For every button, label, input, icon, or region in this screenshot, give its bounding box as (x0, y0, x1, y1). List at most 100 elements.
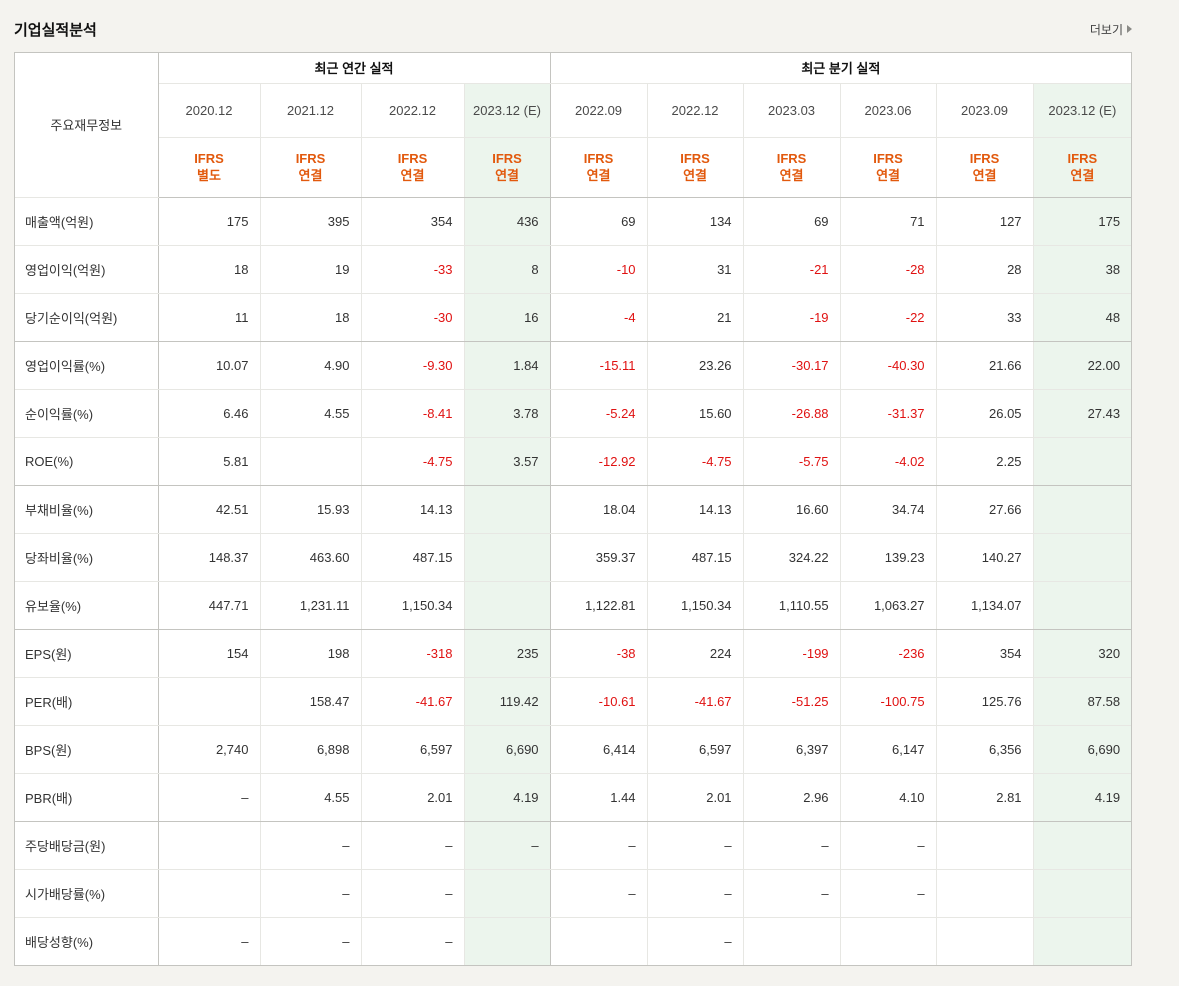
period-header: 2021.12 (259, 82, 362, 138)
table-cell: -30 (360, 292, 465, 342)
ifrs-header: IFRS 연결 (1032, 136, 1132, 198)
row-label: 유보율(%) (15, 580, 159, 630)
period-header: 2023.09 (935, 82, 1034, 138)
table-row: PBR(배) –4.55 2.01 4.19 1.44 2.01 2.96 4.10 2.81 4… (15, 772, 1132, 822)
table-cell: 18.04 (549, 484, 648, 534)
ifrs-header: IFRS 연결 (646, 136, 744, 198)
more-link-label: 더보기 (1089, 22, 1123, 37)
table-row: 당좌비율(%) 148.37 463.60 487.15 359.37 487.15 324… (15, 532, 1132, 582)
table-cell: 6,690 (463, 724, 551, 774)
table-cell: -33 (360, 244, 465, 294)
ifrs-line: 연결 (972, 168, 997, 183)
table-cell: 158.47 (259, 676, 362, 726)
table-cell: -51.25 (742, 676, 841, 726)
ifrs-header: IFRS 별도 (158, 136, 261, 198)
table-cell: -21 (742, 244, 841, 294)
table-row: 순이익률(%) 6.46 4.55 -8.41 3.78 -5.24 15.60 -26.88… (15, 388, 1132, 438)
table-cell: 6,597 (646, 724, 744, 774)
ifrs-line: IFRS (1067, 151, 1098, 166)
table-cell: 4.90 (259, 340, 362, 390)
row-label: 부채비율(%) (15, 484, 159, 534)
row-label: ROE(%) (15, 436, 159, 486)
table-cell: – (157, 916, 261, 965)
ifrs-line: 연결 (400, 168, 425, 183)
table-cell: 1.44 (549, 772, 648, 822)
table-cell (463, 484, 551, 534)
table-cell: – (742, 820, 841, 870)
table-cell: – (259, 916, 362, 965)
table-cell: 15.60 (646, 388, 744, 438)
table-cell: – (259, 868, 362, 918)
table-cell: 11 (157, 292, 261, 342)
table-cell: 1,134.07 (935, 580, 1034, 630)
table-cell: 6,597 (360, 724, 465, 774)
table-cell (463, 532, 551, 582)
table-cell: – (463, 820, 551, 870)
table-cell (463, 868, 551, 918)
row-label: 주당배당금(원) (15, 820, 159, 870)
period-header: 2023.06 (839, 82, 937, 138)
table-cell: – (360, 868, 465, 918)
table-head: 주요재무정보 최근 연간 실적 최근 분기 실적 2020.12 2021.12 2022… (15, 53, 1132, 198)
table-cell: – (360, 820, 465, 870)
chevron-right-icon (1127, 25, 1132, 33)
table-cell: -199 (742, 628, 841, 678)
table-cell: 27.43 (1032, 388, 1132, 438)
table-cell: 447.71 (157, 580, 261, 630)
table-cell: 324.22 (742, 532, 841, 582)
table-cell: 6,414 (549, 724, 648, 774)
table-cell: 148.37 (157, 532, 261, 582)
group-header: 최근 분기 실적 (549, 53, 1132, 84)
table-cell: 140.27 (935, 532, 1034, 582)
table-cell: 21.66 (935, 340, 1034, 390)
table-cell: 119.42 (463, 676, 551, 726)
performance-analysis-section: 기업실적분석 더보기 주요재무정보 최근 연간 실적 최근 분기 실적 2020.12… (14, 14, 1132, 966)
table-cell: 487.15 (646, 532, 744, 582)
table-cell: 18 (157, 244, 261, 294)
table-cell: 6,147 (839, 724, 937, 774)
ifrs-line: IFRS (776, 151, 807, 166)
row-label: 순이익률(%) (15, 388, 159, 438)
table-cell: 48 (1032, 292, 1132, 342)
table-cell: 2.01 (360, 772, 465, 822)
group-header-row: 주요재무정보 최근 연간 실적 최근 분기 실적 (15, 53, 1132, 198)
table-cell: – (742, 868, 841, 918)
table-cell: 224 (646, 628, 744, 678)
section-header: 기업실적분석 더보기 (14, 14, 1132, 44)
table-cell: -9.30 (360, 340, 465, 390)
table-cell: -5.75 (742, 436, 841, 486)
table-cell (463, 580, 551, 630)
table-cell: 16.60 (742, 484, 841, 534)
table-cell: 69 (549, 196, 648, 246)
table-cell: 33 (935, 292, 1034, 342)
row-label: 영업이익률(%) (15, 340, 159, 390)
ifrs-line: IFRS (969, 151, 1000, 166)
table-cell: 125.76 (935, 676, 1034, 726)
table-cell: 15.93 (259, 484, 362, 534)
table-cell: 395 (259, 196, 362, 246)
table-cell: 8 (463, 244, 551, 294)
table-cell: 436 (463, 196, 551, 246)
table-cell: -8.41 (360, 388, 465, 438)
table-cell: 1,231.11 (259, 580, 362, 630)
table-cell: 87.58 (1032, 676, 1132, 726)
table-cell: – (157, 772, 261, 822)
table-cell (1032, 436, 1132, 486)
table-cell: -5.24 (549, 388, 648, 438)
table-cell: 4.10 (839, 772, 937, 822)
ifrs-line: 연결 (876, 168, 900, 183)
table-cell: -10.61 (549, 676, 648, 726)
table-row: BPS(원) 2,740 6,898 6,597 6,690 6,414 6,597 6,39… (15, 724, 1132, 774)
table-cell: 4.55 (259, 772, 362, 822)
table-cell: – (360, 916, 465, 965)
financials-table: 주요재무정보 최근 연간 실적 최근 분기 실적 2020.12 2021.12 2022… (15, 53, 1132, 965)
table-row: 부채비율(%) 42.51 15.93 14.13 18.04 14.13 16.60 34.… (15, 484, 1132, 534)
table-row: 배당성향(%) – – – – (15, 916, 1132, 965)
table-cell: 6,690 (1032, 724, 1132, 774)
period-header: 2022.09 (549, 82, 648, 138)
table-cell: 5.81 (157, 436, 261, 486)
table-cell: 1,150.34 (360, 580, 465, 630)
period-header: 2022.12 (360, 82, 465, 138)
row-label: 시가배당률(%) (15, 868, 159, 918)
more-link[interactable]: 더보기 (1090, 21, 1132, 38)
